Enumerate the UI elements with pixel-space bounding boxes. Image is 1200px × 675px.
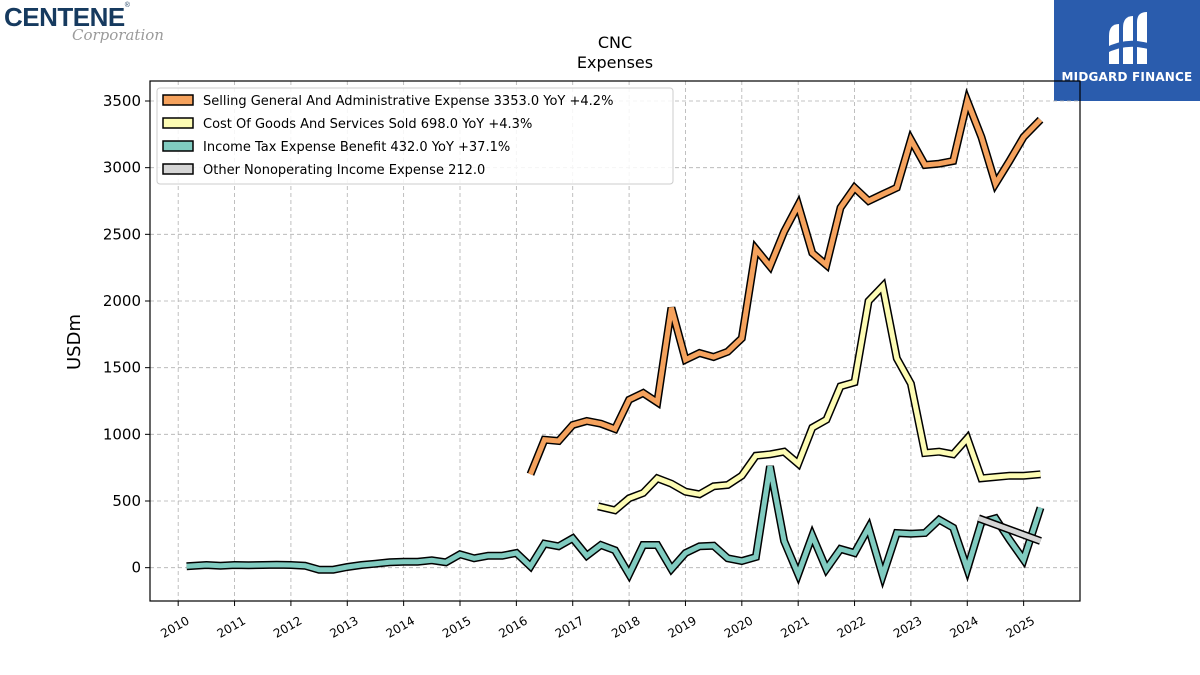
chart-title: CNC <box>598 33 632 52</box>
legend-label: Cost Of Goods And Services Sold 698.0 Yo… <box>203 117 532 132</box>
legend-swatch <box>162 117 194 129</box>
y-tick-label: 3000 <box>103 159 141 177</box>
series-line <box>186 465 1043 585</box>
y-tick-label: 3500 <box>103 92 141 110</box>
x-tick-label: 2012 <box>271 613 304 640</box>
series-cost-of-goods-and <box>597 277 1041 515</box>
y-tick-label: 1000 <box>103 425 141 443</box>
x-tick-label: 2022 <box>835 613 868 640</box>
legend-item-income-tax-expense-benefit: Income Tax Expense Benefit 432.0 YoY +37… <box>162 140 510 155</box>
x-tick-label: 2011 <box>215 613 248 640</box>
x-tick-label: 2015 <box>440 613 473 640</box>
midgard-m-icon <box>1105 12 1151 64</box>
centene-logo-brand: CENTENE® <box>4 2 130 32</box>
midgard-logo-text: MIDGARD FINANCE <box>1061 70 1193 84</box>
legend-box <box>156 87 674 185</box>
x-tick-label: 2025 <box>1004 613 1037 640</box>
legend-item-selling-general-and-administrative: Selling General And Administrative Expen… <box>162 94 613 109</box>
y-tick-label: 1500 <box>103 359 141 377</box>
legend: Selling General And Administrative Expen… <box>156 87 674 185</box>
series-line <box>597 281 1041 514</box>
y-tick-label: 500 <box>112 492 141 510</box>
y-tick-label: 2500 <box>103 225 141 243</box>
x-tick-label: 2010 <box>158 613 191 640</box>
x-tick-label: 2014 <box>384 613 417 640</box>
x-tick-label: 2013 <box>327 613 360 640</box>
x-tick-label: 2020 <box>722 613 755 640</box>
series-line <box>528 92 1043 476</box>
x-tick-label: 2019 <box>666 613 699 640</box>
series-line-outline <box>186 465 1045 590</box>
legend-swatch <box>162 163 194 175</box>
series-income-tax-expense-benefit <box>186 465 1045 590</box>
x-tick-label: 2016 <box>496 613 529 640</box>
centene-logo: CENTENE® Corporation <box>4 2 184 46</box>
series-layer <box>186 87 1045 590</box>
x-tick-label: 2023 <box>891 613 924 640</box>
series-other-nonoperating-income-expense <box>977 514 1042 545</box>
registered-mark: ® <box>124 2 130 9</box>
x-tick-label: 2017 <box>553 613 586 640</box>
centene-logo-sub: Corporation <box>72 26 164 44</box>
y-tick-label: 0 <box>131 559 141 577</box>
legend-label: Other Nonoperating Income Expense 212.0 <box>203 163 485 178</box>
x-tick-label: 2024 <box>947 613 980 640</box>
x-tick-label: 2018 <box>609 613 642 640</box>
chart-subtitle: Expenses <box>577 53 653 72</box>
legend-label: Selling General And Administrative Expen… <box>203 94 613 109</box>
plot-frame <box>149 80 1081 602</box>
midgard-finance-logo: MIDGARD FINANCE <box>1054 0 1200 101</box>
series-line <box>977 515 1042 544</box>
y-tick-label: 2000 <box>103 292 141 310</box>
series-line-outline <box>597 277 1041 515</box>
legend-swatch <box>162 94 194 106</box>
x-tick-label: 2021 <box>778 613 811 640</box>
y-axis-label: USDm <box>64 314 85 370</box>
legend-item-cost-of-goods-and: Cost Of Goods And Services Sold 698.0 Yo… <box>162 117 532 132</box>
legend-swatch <box>162 140 194 152</box>
legend-label: Income Tax Expense Benefit 432.0 YoY +37… <box>203 140 510 155</box>
series-selling-general-and-administrative <box>526 87 1044 476</box>
legend-item-other-nonoperating-income-expense: Other Nonoperating Income Expense 212.0 <box>162 163 485 178</box>
